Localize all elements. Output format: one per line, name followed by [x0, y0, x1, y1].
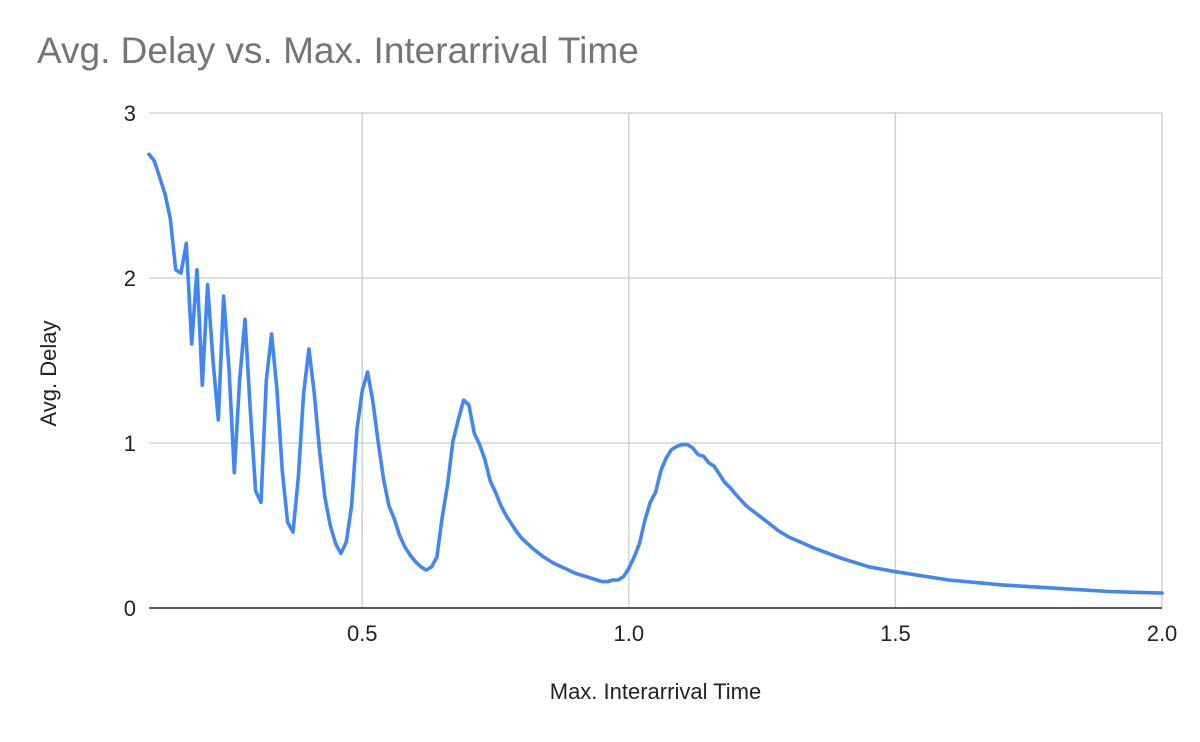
y-tick-label: 2 [124, 266, 136, 291]
y-tick-label: 1 [124, 431, 136, 456]
x-axis-title: Max. Interarrival Time [550, 679, 762, 704]
series-line [147, 152, 1164, 595]
x-tick-label: 1.0 [614, 621, 645, 646]
chart-title: Avg. Delay vs. Max. Interarrival Time [37, 30, 639, 71]
y-tick-labels: 0 1 2 3 [124, 101, 136, 621]
x-tick-label: 1.5 [880, 621, 911, 646]
gridlines [149, 112, 1163, 608]
x-tick-label: 2.0 [1147, 621, 1178, 646]
y-axis-title: Avg. Delay [36, 321, 61, 427]
y-tick-label: 3 [124, 101, 136, 126]
x-tick-label: 0.5 [347, 621, 378, 646]
x-tick-labels: 0.5 1.0 1.5 2.0 [347, 621, 1177, 646]
y-tick-label: 0 [124, 596, 136, 621]
